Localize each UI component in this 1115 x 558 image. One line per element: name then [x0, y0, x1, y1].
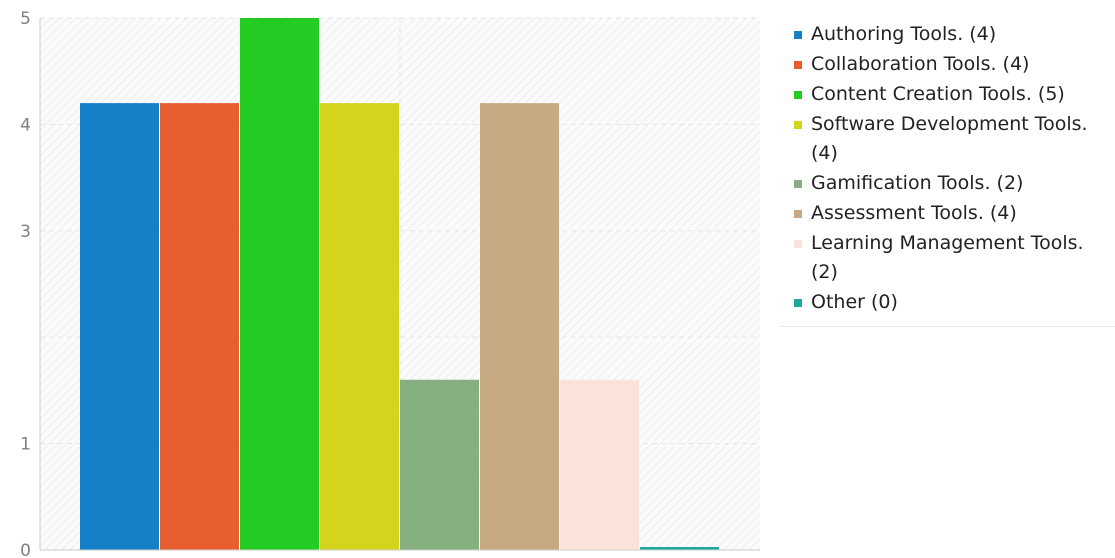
legend-item[interactable]: Other (0): [780, 288, 1115, 317]
y-tick-labels: 0 1 3 4 5: [20, 9, 31, 558]
legend-swatch: [794, 91, 802, 99]
legend-label: Other (0): [811, 291, 898, 313]
legend-swatch: [794, 240, 802, 248]
bar-7[interactable]: [560, 379, 639, 550]
legend-swatch: [794, 61, 802, 69]
axes: [39, 18, 760, 551]
legend-swatch: [794, 299, 802, 307]
legend-swatch: [794, 31, 802, 39]
legend-swatch: [794, 210, 802, 218]
legend-label: Assessment Tools. (4): [811, 202, 1017, 224]
legend-item[interactable]: Gamification Tools. (2): [780, 169, 1115, 198]
legend-label: Software Development Tools. (4): [811, 113, 1088, 164]
bar-8[interactable]: [640, 547, 719, 550]
bar-3[interactable]: [240, 18, 319, 550]
legend-item[interactable]: Software Development Tools. (4): [780, 110, 1115, 168]
legend-item[interactable]: Learning Management Tools. (2): [780, 229, 1115, 287]
legend-label: Authoring Tools. (4): [811, 23, 997, 45]
legend-swatch: [794, 121, 802, 129]
bar-2[interactable]: [160, 103, 239, 551]
bar-5[interactable]: [400, 379, 479, 550]
bar-6[interactable]: [480, 103, 559, 551]
y-tick-label: 3: [20, 222, 31, 242]
bar-4[interactable]: [320, 103, 399, 551]
y-tick-label: 4: [20, 115, 31, 135]
bars: [80, 18, 719, 551]
legend-item[interactable]: Content Creation Tools. (5): [780, 80, 1115, 109]
y-tick-label: 1: [20, 435, 31, 455]
legend-label: Collaboration Tools. (4): [811, 53, 1030, 75]
y-tick-label: 5: [20, 9, 31, 29]
legend-swatch: [794, 180, 802, 188]
legend-label: Learning Management Tools. (2): [811, 232, 1084, 283]
y-tick-label: 0: [20, 541, 31, 558]
legend-label: Content Creation Tools. (5): [811, 83, 1065, 105]
legend-item[interactable]: Authoring Tools. (4): [780, 20, 1115, 49]
bar-1[interactable]: [80, 103, 159, 551]
legend-label: Gamification Tools. (2): [811, 172, 1024, 194]
legend: Authoring Tools. (4) Collaboration Tools.…: [780, 18, 1115, 327]
legend-item[interactable]: Assessment Tools. (4): [780, 199, 1115, 228]
legend-item[interactable]: Collaboration Tools. (4): [780, 50, 1115, 79]
bar-chart: 0 1 3 4 5: [20, 9, 760, 558]
